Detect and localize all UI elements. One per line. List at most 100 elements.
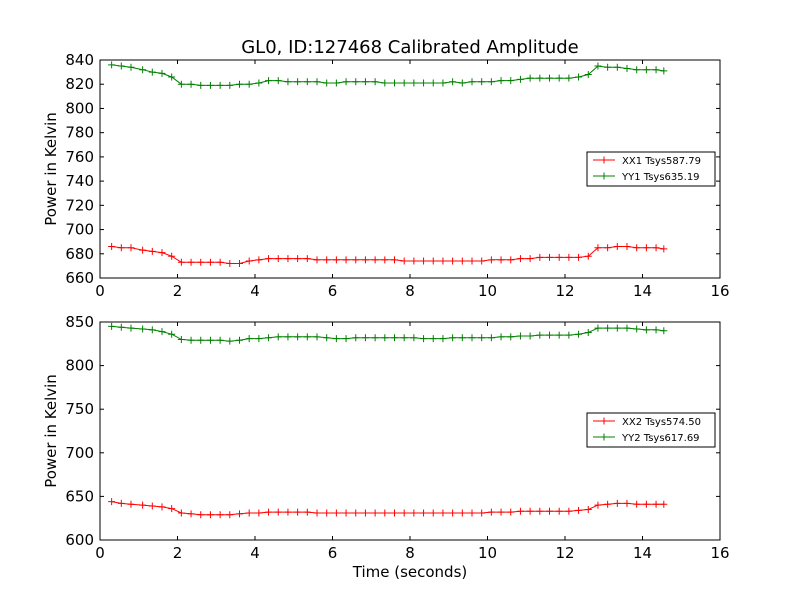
data-point-marker	[216, 258, 224, 266]
data-point-marker	[245, 257, 253, 265]
data-point-marker	[274, 255, 282, 263]
data-point-marker	[245, 509, 253, 517]
data-point-marker	[216, 336, 224, 344]
data-point-marker	[117, 499, 125, 507]
data-point-marker	[584, 328, 592, 336]
data-point-marker	[536, 331, 544, 339]
data-point-marker	[342, 256, 350, 264]
data-point-marker	[497, 333, 505, 341]
y-tick-label: 700	[65, 444, 94, 462]
data-point-marker	[429, 335, 437, 343]
data-point-marker	[400, 509, 408, 517]
data-point-marker	[575, 330, 583, 338]
data-point-marker	[381, 79, 389, 87]
data-point-marker	[139, 325, 147, 333]
data-point-marker	[255, 79, 263, 87]
data-point-marker	[236, 259, 243, 267]
data-point-marker	[274, 333, 282, 341]
data-point-marker	[284, 508, 292, 516]
data-point-marker	[526, 255, 534, 263]
plot-frame	[99, 321, 721, 541]
data-point-marker	[265, 508, 273, 516]
data-point-marker	[594, 501, 602, 509]
data-point-marker	[197, 81, 205, 89]
data-point-marker	[439, 79, 447, 87]
legend-box	[586, 151, 716, 187]
data-point-marker	[108, 243, 116, 251]
data-point-marker	[108, 61, 116, 69]
data-point-marker	[497, 256, 505, 264]
figure-title: GL0, ID:127468 Calibrated Amplitude	[241, 37, 579, 58]
data-point-marker	[206, 336, 214, 344]
data-point-marker	[352, 256, 360, 264]
data-point-marker	[526, 332, 534, 340]
data-point-marker	[604, 324, 612, 332]
x-tick-label: 14	[633, 282, 652, 300]
data-point-marker	[575, 73, 583, 81]
data-point-marker	[507, 333, 515, 341]
data-point-marker	[497, 77, 505, 85]
data-point-marker	[410, 79, 418, 87]
data-point-marker	[449, 257, 457, 265]
y-tick-label: 680	[65, 245, 94, 263]
data-point-marker	[255, 335, 263, 343]
data-point-marker	[633, 66, 641, 74]
data-point-marker	[487, 78, 495, 86]
data-point-marker	[536, 253, 544, 261]
data-point-marker	[117, 244, 125, 252]
x-tick-label: 0	[95, 282, 105, 300]
data-point-marker	[127, 244, 135, 252]
data-point-marker	[400, 334, 408, 342]
data-point-marker	[623, 243, 631, 251]
data-point-marker	[613, 63, 621, 71]
data-point-marker	[342, 78, 350, 86]
data-point-marker	[313, 333, 321, 341]
data-point-marker	[352, 334, 360, 342]
data-point-marker	[613, 499, 621, 507]
data-point-marker	[449, 334, 457, 342]
data-point-marker	[555, 253, 563, 261]
data-point-marker	[429, 257, 437, 265]
plot-frame	[99, 59, 721, 279]
data-point-marker	[584, 505, 592, 513]
data-point-marker	[594, 244, 602, 252]
data-point-marker	[642, 500, 650, 508]
x-tick-label: 16	[710, 282, 729, 300]
x-tick-label: 2	[173, 544, 183, 562]
data-point-marker	[642, 244, 650, 252]
data-point-marker	[158, 503, 166, 511]
data-point-marker	[361, 334, 369, 342]
data-point-marker	[555, 331, 563, 339]
data-point-marker	[410, 257, 418, 265]
data-point-marker	[313, 509, 321, 517]
data-point-marker	[323, 256, 331, 264]
legend-swatch-marker	[600, 417, 608, 425]
data-point-marker	[420, 257, 428, 265]
legend-label: YY2 Tsys617.69	[621, 433, 700, 444]
data-point-marker	[226, 81, 234, 89]
data-point-marker	[400, 257, 408, 265]
data-point-marker	[555, 507, 563, 515]
legend-swatch-marker	[600, 172, 608, 180]
data-point-marker	[255, 509, 263, 517]
data-point-marker	[536, 74, 544, 82]
data-point-marker	[623, 324, 631, 332]
data-point-marker	[652, 66, 660, 74]
data-point-marker	[439, 335, 447, 343]
data-point-marker	[546, 74, 553, 82]
y-tick-label: 740	[65, 172, 94, 190]
y-tick-label: 720	[65, 196, 94, 214]
y-tick-label: 800	[65, 357, 94, 375]
y-tick-label: 800	[65, 99, 94, 117]
data-point-marker	[458, 334, 466, 342]
data-point-marker	[410, 509, 418, 517]
data-point-marker	[187, 336, 195, 344]
y-tick-label: 750	[65, 400, 94, 418]
data-point-marker	[371, 256, 379, 264]
data-point-marker	[139, 246, 147, 254]
data-point-marker	[206, 81, 214, 89]
data-point-marker	[206, 258, 214, 266]
data-point-marker	[555, 74, 563, 82]
data-point-marker	[216, 511, 224, 519]
legend: XX1 Tsys587.79 YY1 Tsys635.19	[586, 151, 716, 187]
